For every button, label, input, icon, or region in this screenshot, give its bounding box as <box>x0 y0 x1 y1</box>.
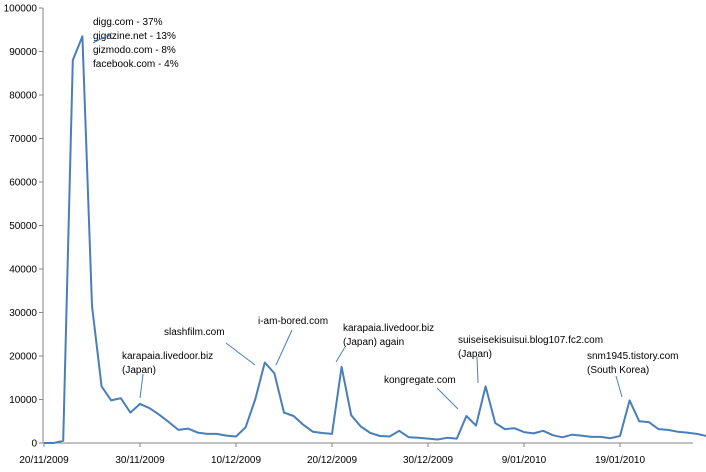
annotation-label: karapaia.livedoor.biz <box>122 351 213 362</box>
y-tick-label: 30000 <box>9 308 37 319</box>
series-area <box>43 35 706 444</box>
annotation-label: digg.com - 37% <box>93 17 163 28</box>
annotation-leader-line <box>476 356 479 384</box>
annotation-label: (Japan) <box>458 349 492 360</box>
y-axis: 0 10000 20000 30000 40000 50000 60000 70000 8000… <box>4 4 44 450</box>
y-tick-label: 90000 <box>9 47 37 58</box>
x-tick-label: 10/12/2009 <box>211 455 261 466</box>
x-tick-label: 30/11/2009 <box>115 455 165 466</box>
annotation-label: (South Korea) <box>587 365 649 376</box>
annotation-label: (Japan) <box>122 365 156 376</box>
annotation: slashfilm.com <box>164 327 256 366</box>
x-tick-label: 20/12/2009 <box>307 455 357 466</box>
annotation: digg.com - 37% gigazine.net - 13% gizmodo.… <box>92 17 179 70</box>
annotation-leader-line <box>275 329 293 366</box>
x-tick-label: 9/01/2010 <box>502 455 547 466</box>
annotations: digg.com - 37% gigazine.net - 13% gizmodo.… <box>92 17 679 410</box>
annotation-leader-line <box>225 342 256 366</box>
annotation: karapaia.livedoor.biz (Japan) again <box>335 323 434 363</box>
annotation-leader-line <box>139 373 144 399</box>
annotation-label: kongregate.com <box>384 375 456 386</box>
annotation-label: gizmodo.com - 8% <box>93 45 176 56</box>
y-tick-label: 80000 <box>9 91 37 102</box>
y-tick-label: 60000 <box>9 178 37 189</box>
y-tick-label: 100000 <box>4 4 38 15</box>
annotation-leader-line <box>92 32 113 44</box>
annotation: snm1945.tistory.com (South Korea) <box>587 351 679 398</box>
annotation-label: gigazine.net - 13% <box>93 31 176 42</box>
x-tick-label: 19/01/2010 <box>595 455 645 466</box>
annotation: karapaia.livedoor.biz (Japan) <box>122 351 213 399</box>
y-tick-label: 10000 <box>9 395 37 406</box>
annotation: kongregate.com <box>384 375 459 410</box>
x-tick-label: 20/11/2009 <box>19 455 69 466</box>
annotation: suiseisekisuisui.blog107.fc2.com (Japan) <box>458 335 603 384</box>
annotation-label: slashfilm.com <box>164 327 225 338</box>
x-tick-label: 30/12/2009 <box>403 455 453 466</box>
y-tick-label: 0 <box>31 439 37 450</box>
x-axis: 20/11/2009 30/11/2009 10/12/2009 20/12/2009… <box>19 442 693 466</box>
annotation-label: karapaia.livedoor.biz <box>343 323 434 334</box>
y-tick-label: 50000 <box>9 221 37 232</box>
annotation-label: (Japan) again <box>343 337 404 348</box>
y-tick-label: 40000 <box>9 265 37 276</box>
annotation-leader-line <box>615 375 623 398</box>
annotation: i-am-bored.com <box>258 316 328 366</box>
annotation-leader-line <box>436 387 459 410</box>
annotation-label: suiseisekisuisui.blog107.fc2.com <box>458 335 603 346</box>
annotation-leader-line <box>335 346 346 363</box>
annotation-label: facebook.com - 4% <box>93 59 179 70</box>
annotation-label: snm1945.tistory.com <box>587 351 679 362</box>
series-line <box>44 35 706 444</box>
y-tick-label: 70000 <box>9 134 37 145</box>
annotation-label: i-am-bored.com <box>258 316 328 327</box>
y-tick-label: 20000 <box>9 352 37 363</box>
